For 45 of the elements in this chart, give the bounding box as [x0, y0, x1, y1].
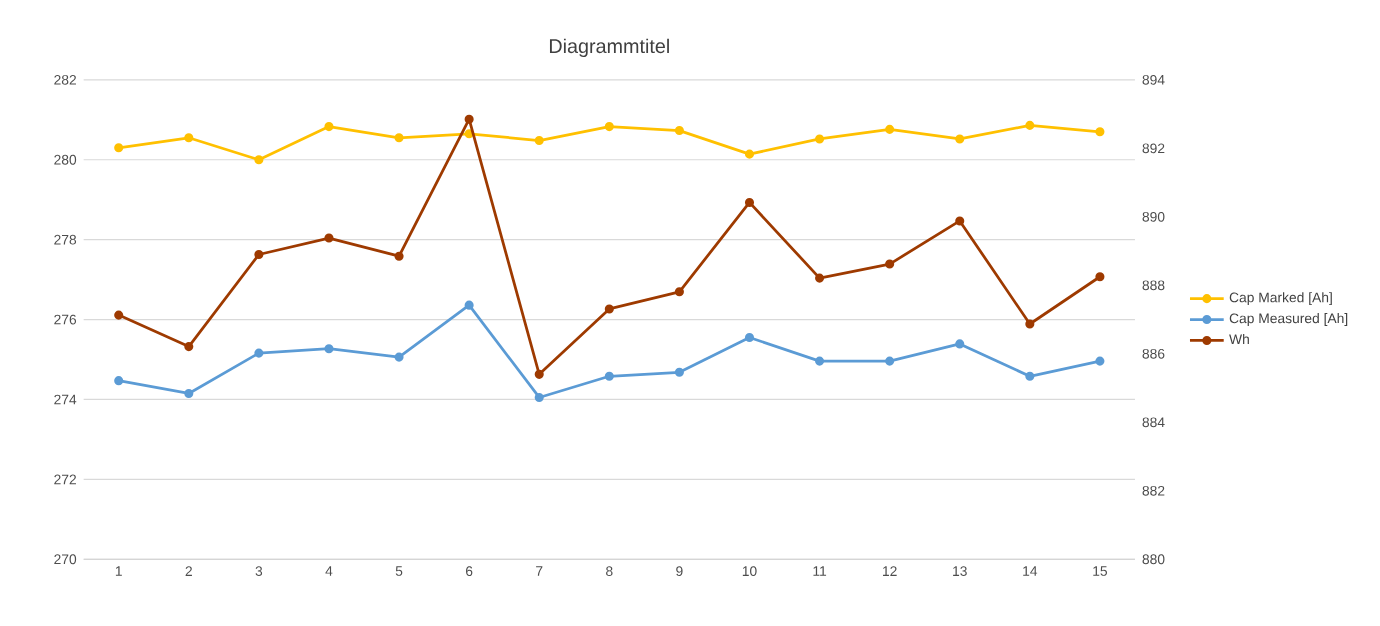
point	[254, 154, 264, 165]
point	[955, 216, 965, 226]
point	[394, 133, 404, 143]
point	[254, 348, 264, 358]
point	[184, 133, 194, 143]
point	[815, 273, 825, 283]
point	[604, 371, 614, 381]
point	[114, 310, 124, 320]
point	[674, 287, 684, 297]
point	[534, 392, 544, 402]
point	[114, 375, 124, 385]
point	[885, 356, 895, 366]
point	[114, 142, 124, 153]
point	[184, 341, 194, 351]
point	[674, 367, 684, 377]
point	[1095, 271, 1105, 282]
point	[604, 121, 614, 131]
point	[744, 332, 755, 342]
chart-title: Diagrammtitel	[549, 38, 669, 57]
point	[1025, 371, 1035, 381]
point	[1095, 127, 1105, 137]
point	[815, 356, 825, 366]
point	[464, 300, 474, 310]
point	[254, 249, 264, 259]
point	[394, 352, 404, 362]
point	[955, 134, 965, 144]
point	[1025, 319, 1035, 329]
point	[324, 343, 334, 354]
point	[674, 125, 684, 135]
point	[744, 149, 755, 159]
point	[885, 259, 895, 269]
point	[604, 304, 614, 314]
point	[324, 233, 334, 243]
point	[885, 124, 895, 134]
point	[955, 339, 965, 349]
point	[744, 197, 755, 207]
point	[1025, 120, 1035, 130]
point	[394, 251, 404, 261]
point	[184, 388, 194, 398]
point	[534, 135, 544, 145]
point	[534, 369, 544, 379]
point	[464, 114, 474, 124]
point	[815, 134, 825, 144]
point	[324, 121, 334, 131]
point	[1095, 356, 1105, 366]
